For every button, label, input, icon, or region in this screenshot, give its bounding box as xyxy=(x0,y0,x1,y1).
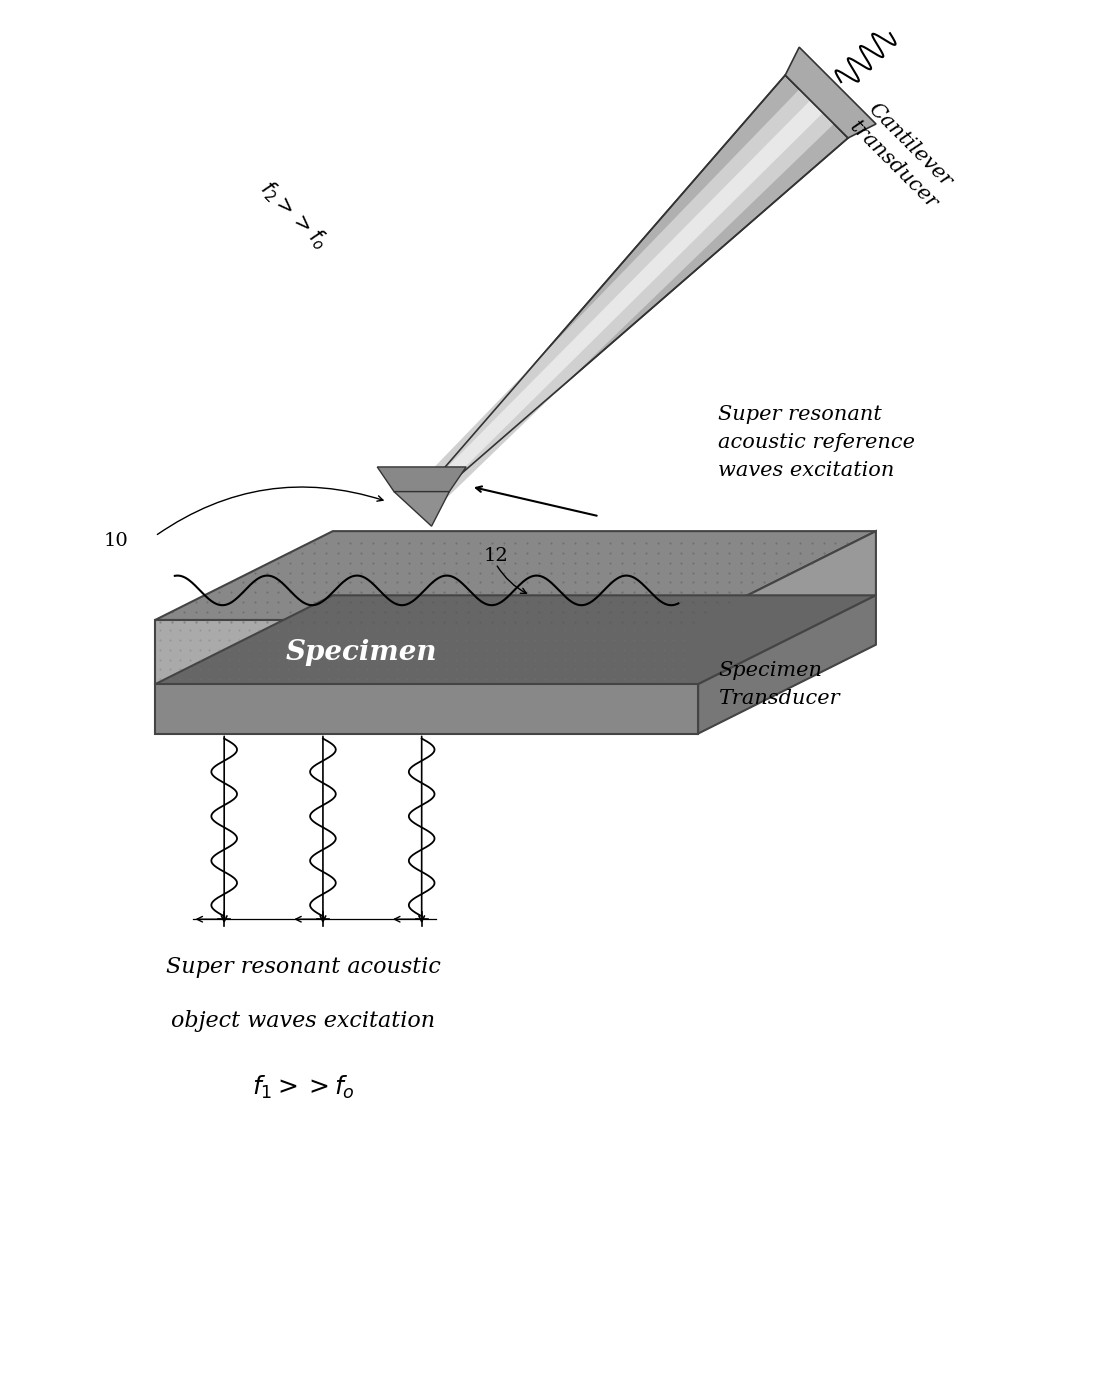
Text: $f_2>>f_o$: $f_2>>f_o$ xyxy=(255,176,332,255)
Polygon shape xyxy=(698,596,876,733)
Polygon shape xyxy=(411,90,834,512)
Text: Cantilever
transducer: Cantilever transducer xyxy=(847,99,960,213)
Polygon shape xyxy=(394,491,450,526)
Text: 12: 12 xyxy=(483,547,509,565)
Polygon shape xyxy=(786,48,876,139)
Text: Specimen: Specimen xyxy=(286,638,438,666)
Polygon shape xyxy=(155,596,876,684)
Polygon shape xyxy=(698,532,876,684)
Polygon shape xyxy=(418,76,848,505)
Text: Super resonant acoustic: Super resonant acoustic xyxy=(166,956,441,978)
Text: 10: 10 xyxy=(103,532,127,550)
Polygon shape xyxy=(155,532,876,620)
Polygon shape xyxy=(418,101,823,505)
Polygon shape xyxy=(377,467,466,491)
Text: Super resonant
acoustic reference
waves excitation: Super resonant acoustic reference waves … xyxy=(718,404,915,480)
Text: object waves excitation: object waves excitation xyxy=(171,1010,435,1032)
Text: $f_1>>f_o$: $f_1>>f_o$ xyxy=(252,1074,355,1101)
Polygon shape xyxy=(155,620,698,684)
Polygon shape xyxy=(155,684,698,733)
Text: Specimen
Transducer: Specimen Transducer xyxy=(718,660,840,708)
